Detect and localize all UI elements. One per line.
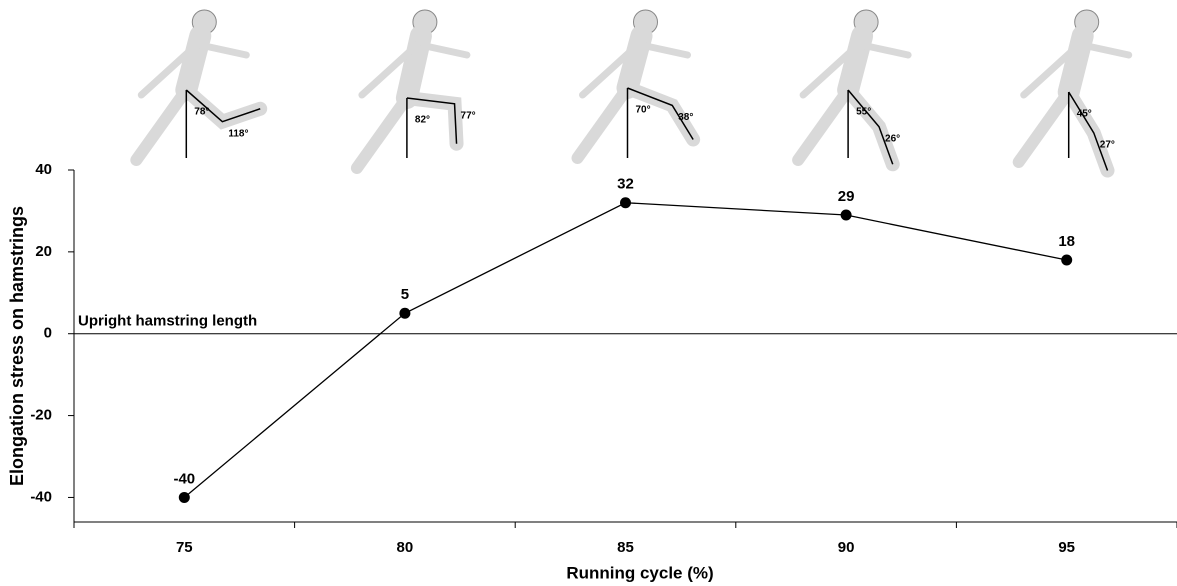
- figure-arm: [137, 41, 200, 99]
- data-label: -40: [173, 470, 195, 487]
- figure-angle-lines: [847, 89, 894, 165]
- figure-arm: [196, 41, 250, 59]
- y-tick-label: 20: [35, 243, 52, 260]
- data-label: 29: [838, 188, 855, 205]
- figure-back-leg: [130, 84, 193, 166]
- figure-arm: [1020, 41, 1083, 99]
- data-label: 18: [1058, 233, 1075, 250]
- data-point: [1061, 254, 1073, 266]
- knee-angle: 27°: [1100, 140, 1115, 151]
- data-point: [399, 307, 411, 319]
- y-axis-title: Elongation stress on hamstrings: [7, 206, 27, 486]
- figure-arm: [417, 41, 471, 59]
- figure-angle-lines: [406, 97, 458, 144]
- figure-angle-lines: [185, 89, 261, 123]
- knee-angle: 26°: [885, 133, 900, 144]
- hip-angle: 82°: [415, 115, 430, 126]
- figure-angle-lines: [1068, 91, 1109, 171]
- series-line: [183, 202, 1067, 498]
- x-tick-label: 90: [838, 539, 855, 556]
- hip-angle: 78°: [194, 107, 209, 118]
- figure-back-leg: [1012, 86, 1075, 168]
- figure-back-leg: [350, 92, 413, 174]
- figure-arm: [638, 41, 691, 59]
- figure-leg: [1061, 85, 1115, 178]
- figure-leg: [841, 83, 900, 172]
- x-axis-title: Running cycle (%): [566, 563, 713, 582]
- knee-angle: 77°: [461, 110, 476, 121]
- x-tick-label: 75: [176, 539, 193, 556]
- y-tick-label: 0: [44, 325, 52, 342]
- knee-angle: 118°: [228, 128, 248, 139]
- y-tick-label: 40: [35, 161, 52, 178]
- figure-arm: [858, 41, 912, 59]
- y-tick-label: -20: [30, 407, 52, 424]
- data-point: [620, 197, 631, 209]
- figure-back-leg: [792, 84, 855, 166]
- figure-back-leg: [571, 82, 634, 164]
- x-tick-label: 95: [1058, 539, 1075, 556]
- figure-arm: [358, 41, 421, 99]
- hip-angle: 45°: [1077, 109, 1092, 120]
- knee-angle: 38°: [678, 112, 693, 123]
- annotation: Upright hamstring length: [78, 313, 257, 330]
- hip-angle: 70°: [636, 105, 651, 116]
- data-label: 5: [401, 286, 409, 303]
- x-tick-label: 80: [397, 539, 414, 556]
- figure-arm: [1079, 41, 1133, 59]
- figure-arm: [579, 41, 641, 99]
- y-tick-label: -40: [30, 488, 52, 505]
- data-point: [840, 209, 852, 221]
- figure-angle-lines: [627, 87, 694, 140]
- figure-arm: [799, 41, 862, 99]
- x-tick-label: 85: [617, 539, 634, 556]
- data-label: 32: [617, 176, 634, 193]
- hip-angle: 55°: [856, 107, 871, 118]
- data-point: [178, 491, 190, 503]
